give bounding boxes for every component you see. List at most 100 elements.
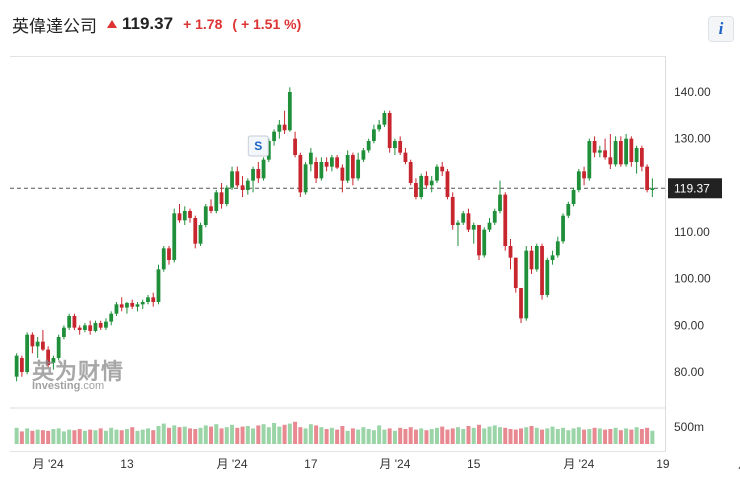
candle-body	[287, 92, 292, 131]
volume-bar	[566, 430, 571, 444]
candle-body	[414, 183, 418, 197]
volume-bar	[466, 426, 471, 444]
candle-body	[466, 213, 471, 230]
volume-bar	[387, 428, 392, 444]
volume-bar	[14, 427, 19, 444]
volume-bar	[634, 427, 639, 444]
volume-bar	[251, 428, 256, 444]
volume-bar	[524, 427, 529, 444]
volume-bar	[145, 428, 150, 444]
x-tick-label: 月 '24	[563, 457, 594, 471]
candle-body	[298, 155, 303, 193]
candle-body	[245, 180, 250, 190]
volume-bar	[335, 429, 340, 444]
candle-body	[25, 334, 30, 372]
candle-body	[272, 131, 276, 141]
candle-body	[56, 337, 61, 358]
volume-bar	[618, 430, 623, 444]
volume-bar	[261, 424, 266, 444]
volume-bar	[188, 428, 193, 444]
candle-body	[314, 162, 319, 179]
volume-bar	[450, 428, 455, 444]
volume-bar	[93, 430, 98, 444]
candle-body	[203, 206, 208, 225]
candle-body	[62, 327, 66, 337]
candle-body	[261, 159, 266, 179]
volume-bar	[398, 427, 403, 444]
candle-body	[382, 113, 387, 125]
candle-body	[67, 316, 72, 328]
candle-body	[576, 171, 581, 190]
candle-body	[230, 171, 234, 188]
volume-bar	[109, 427, 114, 444]
candle-body	[182, 211, 187, 221]
candle-body	[256, 169, 261, 179]
candle-body	[387, 113, 392, 148]
candle-body	[324, 162, 329, 167]
volume-bar	[156, 426, 161, 444]
candle-body	[167, 248, 171, 260]
candle-body	[555, 241, 560, 256]
candle-body	[450, 197, 455, 225]
price-change: + 1.78	[183, 16, 223, 32]
candle-body	[219, 192, 224, 204]
candle-body	[251, 169, 255, 181]
candle-body	[72, 316, 77, 328]
candle-body	[540, 246, 544, 295]
volume-bar	[592, 427, 597, 444]
candle-body	[140, 302, 145, 305]
y-tick-label: 90.00	[674, 318, 704, 332]
volume-bar	[203, 425, 208, 444]
candle-body	[534, 246, 539, 270]
volume-bar	[529, 426, 534, 444]
candle-body	[508, 246, 513, 258]
split-marker-label: S	[254, 139, 262, 153]
volume-bar	[61, 431, 66, 444]
volume-bar	[571, 428, 576, 444]
split-marker-box	[247, 135, 269, 157]
volume-bar	[46, 430, 51, 444]
candle-body	[650, 188, 655, 190]
volume-bar	[345, 430, 350, 444]
volume-bar	[440, 426, 445, 444]
volume-bar	[576, 427, 581, 444]
candle-body	[209, 206, 213, 211]
volume-bar	[319, 427, 324, 444]
candle-body	[88, 325, 93, 331]
volume-bar	[166, 427, 171, 444]
info-button[interactable]: i	[708, 16, 734, 42]
last-price-tag	[668, 178, 722, 199]
volume-bar	[555, 429, 560, 444]
volume-bar	[82, 430, 87, 444]
volume-bar	[103, 430, 108, 444]
volume-bar	[503, 427, 508, 444]
candle-body	[629, 138, 634, 162]
volume-bar	[130, 427, 135, 444]
candle-body	[125, 302, 129, 308]
candle-body	[550, 255, 555, 260]
volume-bar	[30, 430, 35, 444]
candle-body	[477, 225, 481, 256]
candle-body	[188, 211, 192, 218]
volume-bar	[377, 425, 382, 444]
candle-body	[135, 304, 140, 307]
volume-bar	[151, 430, 156, 444]
candle-body	[14, 355, 19, 377]
volume-bar	[324, 429, 329, 444]
volume-bar	[298, 427, 303, 444]
candle-body	[41, 341, 45, 350]
candle-body	[161, 248, 166, 270]
candle-body	[335, 157, 340, 168]
instrument-name: 英偉達公司	[12, 16, 97, 36]
volume-bar	[455, 427, 460, 444]
candle-body	[356, 159, 361, 179]
volume-bar	[140, 429, 145, 444]
volume-bar	[650, 430, 655, 444]
candle-body	[151, 297, 156, 302]
volume-bar	[224, 427, 229, 444]
volume-bar	[277, 426, 282, 444]
candle-body	[109, 313, 114, 322]
x-tick-label: 17	[304, 457, 318, 471]
candle-body	[104, 321, 108, 328]
